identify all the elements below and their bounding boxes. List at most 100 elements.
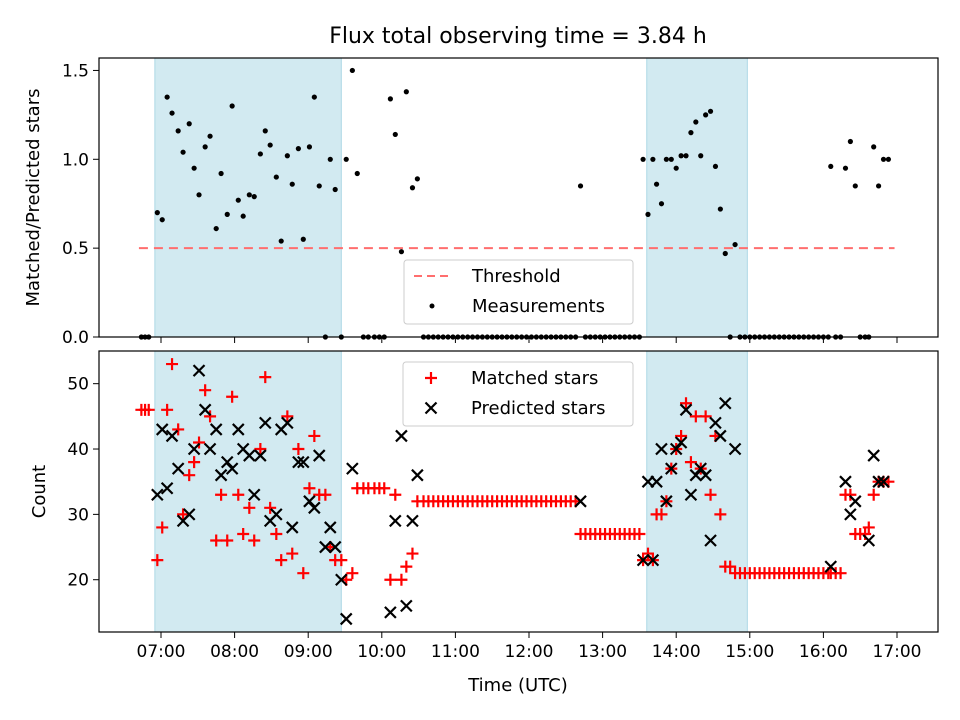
- matched-star-point: [286, 547, 299, 560]
- measurement-point: [653, 181, 660, 187]
- measurement-point: [365, 334, 371, 340]
- predicted-star-point: [872, 475, 885, 488]
- measurement-point: [876, 183, 882, 189]
- matched-star-point: [142, 403, 155, 416]
- predicted-star-point: [395, 429, 408, 443]
- matched-star-point: [161, 403, 174, 416]
- measurement-point: [597, 334, 603, 340]
- predicted-star-point: [674, 436, 688, 449]
- measurement-point: [577, 183, 584, 189]
- matched-star-point: [308, 429, 321, 442]
- measurement-point: [213, 225, 219, 232]
- measurement-point: [645, 211, 651, 217]
- measurement-point: [663, 156, 669, 162]
- measurement-point: [857, 334, 863, 340]
- measurement-point: [343, 156, 349, 162]
- predicted-star-point: [346, 462, 359, 475]
- matched-star-point: [724, 560, 737, 573]
- x-tick-label: 07:00: [137, 642, 186, 662]
- measurement-point: [771, 334, 777, 340]
- measurement-point: [698, 153, 704, 159]
- measurement-point: [688, 130, 694, 136]
- measurement-point: [300, 236, 306, 242]
- measurement-point: [786, 334, 792, 340]
- predicted-star-point: [192, 364, 206, 377]
- matched-star-point: [188, 456, 201, 469]
- measurement-point: [484, 334, 490, 340]
- measurement-point: [631, 334, 638, 340]
- x-tick-label: 10:00: [357, 642, 406, 662]
- matched-star-point: [264, 501, 277, 514]
- matched-star-point: [215, 488, 228, 501]
- predicted-star-point: [689, 468, 703, 482]
- legend-predicted-swatch: [424, 401, 438, 415]
- measurement-point: [717, 206, 723, 212]
- measurement-point: [636, 334, 643, 340]
- measurement-point: [267, 142, 273, 148]
- matched-star-point: [183, 469, 196, 482]
- matched-star-point: [335, 554, 348, 567]
- measurement-point: [871, 144, 877, 150]
- matched-star-point: [156, 521, 169, 534]
- measurement-point: [398, 249, 405, 255]
- measurement-point: [673, 165, 679, 171]
- measurement-point: [683, 153, 689, 159]
- observation-window-2: [646, 350, 748, 633]
- predicted-star-point: [155, 423, 169, 436]
- predicted-star-point: [232, 423, 245, 436]
- matched-star-point: [226, 390, 239, 403]
- measurement-point: [409, 185, 416, 191]
- measurement-point: [349, 67, 355, 74]
- matched-star-point: [641, 547, 654, 560]
- measurement-point: [284, 153, 290, 159]
- measurement-point: [392, 131, 398, 138]
- matched-star-point: [389, 488, 402, 501]
- predicted-star-point: [335, 573, 348, 586]
- predicted-star-point: [877, 475, 890, 488]
- measurement-point: [548, 334, 554, 340]
- measurement-point: [164, 94, 170, 100]
- predicted-star-point: [714, 429, 727, 443]
- measurement-point: [207, 133, 213, 139]
- measurement-point: [703, 112, 709, 118]
- matched-star-point: [270, 527, 283, 540]
- predicted-star-point: [718, 397, 732, 410]
- measurement-point: [440, 334, 446, 340]
- measurement-point: [514, 334, 520, 340]
- predicted-star-point: [694, 462, 708, 475]
- measurement-point: [159, 217, 165, 223]
- measurement-point: [602, 334, 608, 340]
- measurement-point: [246, 192, 252, 198]
- measurement-point: [229, 103, 235, 109]
- predicted-star-point: [165, 429, 179, 443]
- measurement-point: [543, 334, 549, 340]
- matched-star-point: [684, 456, 697, 469]
- measurement-point: [142, 334, 148, 340]
- measurement-point: [533, 334, 539, 340]
- matched-star-point: [151, 554, 164, 567]
- matched-star-point: [319, 488, 332, 501]
- matched-star-point: [221, 534, 234, 547]
- predicted-star-point: [389, 514, 402, 528]
- plot-frame: [98, 350, 939, 633]
- legend: [402, 361, 634, 427]
- legend-label: Predicted stars: [471, 398, 605, 419]
- predicted-star-point: [406, 514, 419, 528]
- measurement-point: [810, 334, 817, 340]
- measurement-point: [251, 194, 257, 200]
- measurement-point: [360, 334, 366, 340]
- top-axes: 0.0 0.5 1.0 1.5 Matched/Predicted stars Thres…: [23, 57, 939, 348]
- measurement-point: [494, 334, 500, 340]
- predicted-star-point: [824, 560, 838, 573]
- measurement-point: [747, 334, 753, 340]
- predicted-star-point: [862, 534, 876, 547]
- predicted-star-point: [243, 449, 256, 462]
- measurement-point: [465, 334, 471, 340]
- matched-star-point: [172, 423, 185, 436]
- measurement-point: [568, 334, 574, 340]
- measurement-point: [796, 334, 802, 340]
- predicted-star-point: [312, 449, 326, 462]
- y-tick-label: 30: [67, 505, 89, 525]
- measurement-point: [806, 334, 812, 340]
